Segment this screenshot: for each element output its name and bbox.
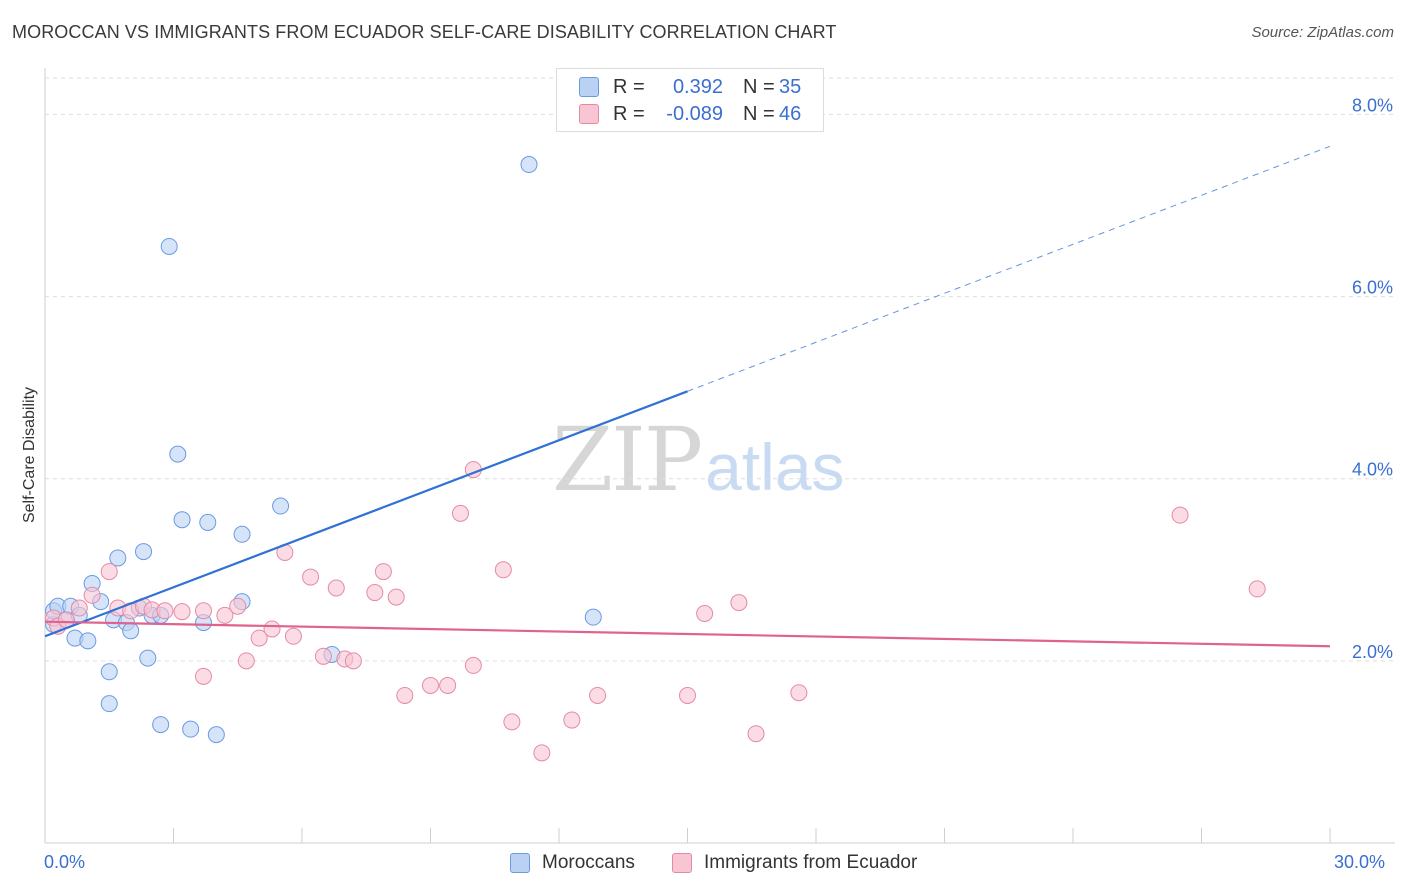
ecuador-trend-line xyxy=(44,620,1331,648)
trend-lines xyxy=(44,145,1331,648)
ecuador-point xyxy=(696,605,714,622)
legend-row-moroccans: R = 0.392 N = 35 xyxy=(579,75,801,99)
legend-row-ecuador: R = -0.089 N = 46 xyxy=(579,102,801,126)
ecuador-point xyxy=(1171,506,1189,524)
ecuador-point xyxy=(314,647,332,665)
grid-lines xyxy=(45,77,1395,662)
moroccan-point xyxy=(207,726,225,744)
moroccan-trend-extension xyxy=(687,145,1331,392)
correlation-legend: R = 0.392 N = 35 R = -0.089 N = 46 xyxy=(556,68,824,132)
ecuador-point xyxy=(70,599,88,617)
ecuador-point xyxy=(173,603,191,621)
ecuador-point xyxy=(156,602,174,620)
bottom-legend-swatch-pink xyxy=(672,853,692,873)
moroccan-point xyxy=(135,543,153,561)
ecuador-point xyxy=(589,686,607,704)
ecuador-point xyxy=(387,588,405,606)
ecuador-point xyxy=(250,629,268,647)
ecuador-point xyxy=(396,686,414,704)
x-axis-max-label: 30.0% xyxy=(1334,852,1386,872)
ecuador-point xyxy=(679,686,696,704)
bottom-legend-label: Immigrants from Ecuador xyxy=(704,852,918,873)
legend-swatch-blue xyxy=(579,77,599,97)
moroccan-point xyxy=(173,511,191,529)
moroccan-point xyxy=(79,632,97,650)
moroccan-trend-line xyxy=(44,390,688,638)
moroccan-point xyxy=(139,649,157,667)
ecuador-point xyxy=(503,713,521,731)
moroccan-point xyxy=(584,608,602,626)
legend-r-label: R = xyxy=(613,102,645,125)
moroccan-point xyxy=(160,237,178,255)
ecuador-point xyxy=(284,627,302,645)
moroccan-point xyxy=(122,622,140,640)
ecuador-point xyxy=(790,684,808,702)
ecuador-point xyxy=(263,620,281,638)
ecuador-point xyxy=(563,711,581,729)
ecuador-point xyxy=(366,584,384,602)
ecuador-point xyxy=(194,667,212,685)
y-tick-label: 4.0% xyxy=(1352,460,1393,480)
moroccan-point xyxy=(169,445,187,463)
watermark: ZIPatlas xyxy=(552,408,845,511)
ecuador-point xyxy=(237,652,255,670)
legend-n-label: N = xyxy=(743,102,775,125)
bottom-legend-label: Moroccans xyxy=(542,852,635,873)
moroccan-point xyxy=(182,720,200,738)
ecuador-point xyxy=(216,606,234,624)
chart-title: MOROCCAN VS IMMIGRANTS FROM ECUADOR SELF… xyxy=(12,22,837,42)
moroccan-point xyxy=(109,549,127,567)
ecuador-point xyxy=(747,725,765,743)
y-tick-label: 6.0% xyxy=(1352,278,1393,298)
legend-swatch-pink xyxy=(579,104,599,124)
ecuador-point xyxy=(422,676,439,694)
moroccan-point xyxy=(233,525,251,543)
source-credit: Source: ZipAtlas.com xyxy=(1251,24,1394,41)
ecuador-point xyxy=(302,568,320,586)
moroccan-point xyxy=(100,695,118,713)
y-tick-label: 8.0% xyxy=(1352,95,1393,115)
bottom-legend-swatch-blue xyxy=(510,853,530,873)
ecuador-point xyxy=(533,744,551,762)
legend-r-value: 0.392 xyxy=(672,75,723,98)
watermark-zip: ZIP xyxy=(552,408,703,511)
legend-n-value: 46 xyxy=(779,102,802,125)
moroccan-point xyxy=(152,716,170,734)
bottom-legend-moroccans: Moroccans xyxy=(510,852,635,874)
watermark-atlas: atlas xyxy=(705,430,845,504)
moroccan-point xyxy=(100,663,118,681)
axes xyxy=(44,68,1395,844)
x-axis-min-label: 0.0% xyxy=(44,852,86,872)
bottom-legend-ecuador: Immigrants from Ecuador xyxy=(672,852,917,874)
y-tick-labels: 2.0% 4.0% 6.0% 8.0% xyxy=(1352,95,1393,661)
ecuador-point xyxy=(194,602,212,620)
legend-n-label: N = xyxy=(743,75,775,98)
ecuador-point xyxy=(451,504,469,522)
ecuador-point xyxy=(730,594,748,612)
data-points xyxy=(45,156,1266,762)
ecuador-point xyxy=(374,563,392,581)
ecuador-point xyxy=(439,676,457,694)
moroccan-point xyxy=(520,156,538,174)
ecuador-point xyxy=(464,656,482,674)
y-tick-label: 2.0% xyxy=(1352,642,1393,662)
legend-r-label: R = xyxy=(613,75,645,98)
legend-n-value: 35 xyxy=(779,75,802,98)
ecuador-point xyxy=(1248,580,1266,598)
ecuador-point xyxy=(344,652,362,670)
moroccan-point xyxy=(272,497,290,515)
legend-r-value: -0.089 xyxy=(666,102,723,125)
ecuador-point xyxy=(83,586,101,604)
ecuador-point xyxy=(494,561,512,579)
ecuador-point xyxy=(100,563,118,581)
ecuador-point xyxy=(229,597,247,615)
moroccan-point xyxy=(199,513,217,531)
ecuador-point xyxy=(327,579,345,597)
